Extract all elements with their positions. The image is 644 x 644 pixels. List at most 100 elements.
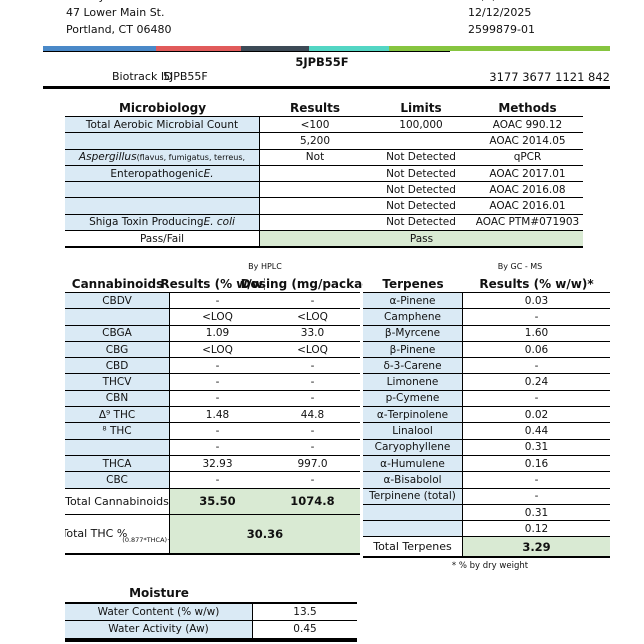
cannabinoid-row: THCA 32.93 997.0 (65, 455, 360, 473)
terpene-row: α-Terpinolene 0.02 (363, 407, 610, 424)
cannabinoid-row: -- (65, 439, 360, 456)
micro-table-row: 5,200 AOAC 2014.05 (65, 133, 583, 150)
micro-row-limits (370, 133, 472, 148)
cannabinoid-result: - (215, 425, 220, 438)
micro-label-part: E. (203, 167, 214, 180)
total-thc-row: Total THC % (0.877*THCA)+ 30.36 (65, 514, 360, 555)
cannabinoid-result: - (215, 473, 220, 486)
terpene-row: β-Pinene 0.06 (363, 341, 610, 359)
micro-row-results: 5,200 (299, 134, 331, 147)
micro-row-methods: AOAC 990.12 (492, 118, 563, 131)
banner-segment-dark-slate (241, 46, 310, 51)
total-cannabinoids-label: Total Cannabinoids (65, 488, 170, 514)
micro-row-limits: Not Detected (386, 183, 456, 196)
cannabinoid-row: CBDV - - (65, 293, 360, 310)
total-terpenes-row: Total Terpenes 3.29 (363, 537, 610, 559)
micro-row-label (65, 133, 260, 149)
terpene-row: α-Bisabolol - (363, 472, 610, 489)
micro-row-methods: AOAC 2016.01 (489, 200, 566, 213)
hplc-method-note: By HPLC (248, 262, 282, 271)
terpene-name: p-Cymene (363, 390, 463, 407)
moisture-row: Water Content (% w/w) 13.5 (65, 603, 357, 621)
terpene-name (363, 521, 463, 537)
terpene-row: δ-3-Carene - (363, 358, 610, 375)
biotrack-row: Biotrack ID 5JPB55F 3177 3677 1121 842 (0, 70, 644, 85)
micro-label-part: Aspergillus (78, 151, 137, 164)
terp-col-results: Results (% w/w)* (463, 276, 610, 292)
cannabinoid-name: Δ⁹ THC (65, 407, 170, 423)
terpene-row: 0.12 (363, 521, 610, 538)
terpene-name: β-Pinene (363, 341, 463, 358)
moisture-table: Moisture Water Content (% w/w) 13.5 Water … (65, 586, 357, 642)
cannabinoid-dosing: 997.0 (297, 457, 328, 470)
micro-table-row: Total Aerobic Microbial Count <100 100,000… (65, 117, 583, 134)
cannabinoid-name: ⁸ THC (65, 423, 170, 439)
moisture-label: Water Content (% w/w) (65, 603, 253, 620)
micro-table-row: Aspergillus (flavus, fumigatus, terreus,… (65, 149, 583, 166)
micro-row-methods: AOAC 2017.01 (489, 167, 566, 180)
terpene-row: Terpinene (total) - (363, 488, 610, 505)
terpene-name: Terpinene (total) (363, 488, 463, 504)
cannabinoid-name: CBDV (65, 293, 170, 309)
terpene-row: Limonene 0.24 (363, 374, 610, 391)
color-banner (43, 46, 610, 51)
moisture-header-rule (65, 602, 357, 604)
terpene-name: α-Pinene (363, 293, 463, 309)
total-terpenes-label: Total Terpenes (363, 537, 463, 557)
terpene-row: Linalool 0.44 (363, 423, 610, 440)
cannabinoid-dosing: 33.0 (300, 327, 325, 340)
microbiology-title: Microbiology (65, 100, 260, 116)
micro-table-row: Not Detected AOAC 2016.08 (65, 182, 583, 199)
cannabinoid-result: 1.09 (205, 327, 230, 340)
terpene-result: 0.31 (524, 441, 549, 454)
cannabinoid-row: THCV - - (65, 374, 360, 391)
micro-row-results: <100 (300, 118, 330, 131)
cannabinoid-result: 32.93 (202, 457, 233, 470)
terpene-result: - (534, 310, 539, 323)
cannabinoid-row: CBG <LOQ <LOQ (65, 341, 360, 359)
date-row2: 12/12/2025 (468, 6, 532, 19)
terpene-result: 1.60 (524, 327, 549, 340)
cannabinoid-result: - (215, 359, 220, 372)
terpene-result: - (534, 490, 539, 503)
gcms-method-note: By GC - MS (497, 262, 543, 271)
terpene-row: Caryophyllene 0.31 (363, 439, 610, 456)
banner-segment-green (388, 46, 610, 51)
total-thc-label-text: Total THC % (65, 527, 128, 541)
micro-col-results: Results (260, 100, 370, 116)
terpene-name: Camphene (363, 309, 463, 325)
cannabinoid-dosing: - (310, 294, 315, 307)
section-divider-rule (43, 86, 610, 89)
cannabinoid-row: CBC - - (65, 472, 360, 489)
micro-row-results: Not (305, 151, 325, 164)
micro-row-methods: AOAC PTM#071903 (475, 216, 580, 229)
micro-row-limits: 100,000 (399, 118, 443, 131)
terpene-row: β-Myrcene 1.60 (363, 325, 610, 342)
terpene-result: 0.24 (524, 376, 549, 389)
cannabinoid-name: CBGA (65, 325, 170, 341)
cannabinoids-title: Cannabinoids (65, 276, 170, 292)
terpene-name: α-Bisabolol (363, 472, 463, 488)
terpenes-title: Terpenes (363, 276, 463, 292)
terpene-result: 0.02 (524, 408, 549, 421)
address-line1: 47 Lower Main St. (66, 6, 165, 19)
terpene-result: 0.03 (524, 294, 549, 307)
cannabinoid-row: ⁸ THC - - (65, 423, 360, 440)
date-label: Date (366, 0, 392, 4)
cannabinoid-dosing: - (310, 376, 315, 389)
micro-row-limits: Not Detected (386, 151, 456, 164)
micro-col-methods: Methods (472, 100, 583, 116)
cannabinoid-dosing: - (310, 392, 315, 405)
passfail-value: Pass (260, 231, 583, 247)
biotrack-value: 5JPB55F (163, 70, 208, 83)
banner-segment-teal (309, 46, 389, 51)
total-cannabinoids-results: 35.50 (170, 488, 265, 514)
cannabinoid-name: CBN (65, 390, 170, 407)
cannabinoid-name: CBD (65, 358, 170, 374)
terpene-name: β-Myrcene (363, 325, 463, 341)
micro-row-limits: Not Detected (386, 200, 456, 213)
cannabinoid-name: THCA (65, 455, 170, 472)
terpene-result: - (534, 473, 539, 486)
cannabinoid-name: CBC (65, 472, 170, 488)
